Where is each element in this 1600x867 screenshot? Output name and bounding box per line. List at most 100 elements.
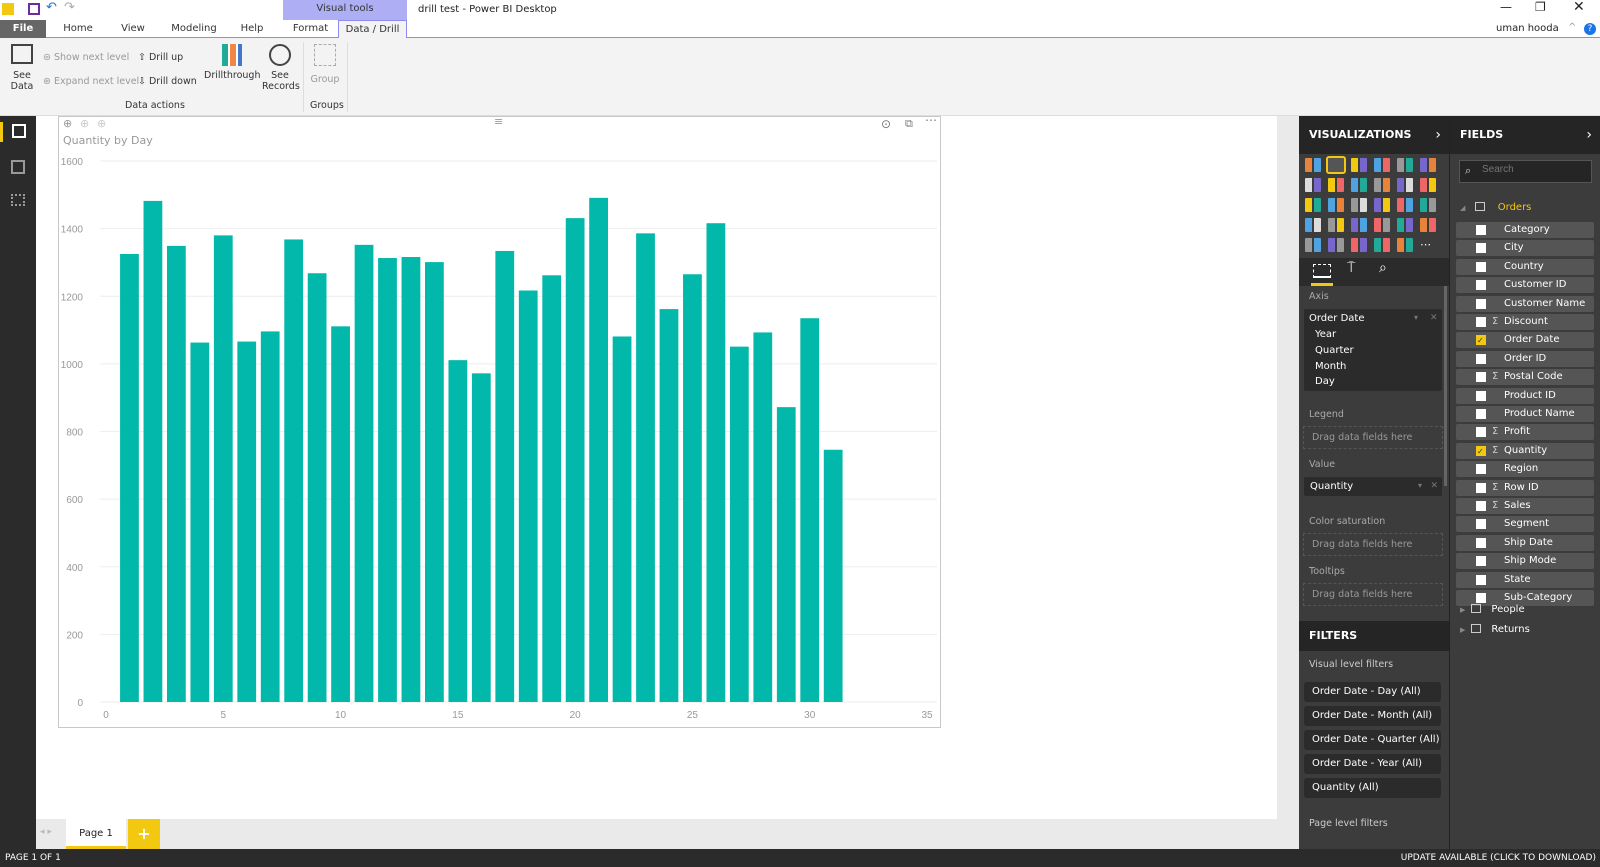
see-records-button[interactable]: See Records — [262, 44, 300, 92]
bar-day-21[interactable] — [589, 197, 608, 702]
field-checkbox[interactable] — [1476, 537, 1486, 548]
focus-mode-icon[interactable]: ⧉ — [905, 117, 913, 130]
visual-type-icon[interactable] — [1326, 156, 1346, 174]
visual-type-icon[interactable] — [1351, 238, 1367, 252]
visual-filter-card[interactable]: Order Date - Month (All) — [1304, 706, 1441, 726]
field-checkbox[interactable] — [1476, 482, 1486, 493]
bar-day-1[interactable] — [120, 253, 139, 702]
collapse-ribbon-icon[interactable]: ^ — [1568, 22, 1577, 33]
bar-day-13[interactable] — [401, 257, 421, 702]
update-available-link[interactable]: UPDATE AVAILABLE (CLICK TO DOWNLOAD) — [1400, 853, 1596, 863]
drill-down-toggle-icon[interactable]: ⊙ — [881, 117, 892, 131]
prev-page-icon[interactable]: ◂ ▸ — [40, 827, 52, 837]
field-item[interactable]: Category — [1456, 222, 1594, 238]
group-button[interactable]: Group — [310, 44, 340, 85]
bar-day-6[interactable] — [237, 341, 257, 702]
visual-type-icon[interactable] — [1305, 198, 1321, 212]
fields-tab-icon[interactable] — [1313, 264, 1331, 278]
drag-handle-icon[interactable]: ≡ — [494, 115, 504, 128]
bar-day-10[interactable] — [331, 326, 350, 702]
close-button[interactable]: ✕ — [1573, 0, 1585, 15]
field-checkbox[interactable] — [1476, 409, 1486, 419]
visual-type-icon[interactable] — [1397, 178, 1413, 192]
visual-filter-card[interactable]: Order Date - Day (All) — [1304, 682, 1441, 702]
drill-down-button[interactable]: ⇩ Drill down — [138, 76, 197, 87]
field-item[interactable]: Sub-Category — [1456, 590, 1594, 606]
visual-type-icon[interactable] — [1328, 178, 1344, 192]
field-item[interactable]: City — [1456, 240, 1594, 257]
bar-day-7[interactable] — [260, 331, 280, 702]
redo-icon[interactable]: ↷ — [64, 0, 75, 15]
field-item[interactable]: Product ID — [1456, 387, 1594, 404]
fields-search[interactable]: ⌕ — [1459, 160, 1592, 183]
visual-filter-card[interactable]: Quantity (All) — [1304, 778, 1441, 798]
tab-view[interactable]: View — [121, 23, 145, 34]
axis-level-year[interactable]: Year — [1315, 329, 1337, 340]
remove-field-icon[interactable]: ✕ — [1430, 313, 1438, 323]
drillthrough-button[interactable]: Drillthrough — [204, 44, 260, 81]
color-saturation-drop-zone[interactable]: Drag data fields here — [1303, 533, 1443, 556]
analytics-magnifier-icon[interactable]: ⌕ — [1379, 260, 1387, 276]
visual-type-icon[interactable] — [1351, 178, 1367, 192]
visual-type-icon[interactable] — [1374, 158, 1390, 172]
field-checkbox[interactable] — [1476, 280, 1486, 291]
visual-type-icon[interactable] — [1328, 198, 1344, 212]
field-checkbox[interactable] — [1476, 243, 1486, 254]
field-dropdown-icon[interactable]: ▾ — [1414, 313, 1419, 322]
report-view-icon[interactable] — [0, 122, 36, 142]
field-checkbox[interactable] — [1476, 519, 1486, 530]
visual-type-icon[interactable] — [1397, 238, 1413, 252]
page-tab-page-1[interactable]: Page 1 — [66, 819, 126, 849]
field-item[interactable]: ✓ Σ Quantity — [1456, 442, 1594, 459]
maximize-button[interactable]: ❐ — [1535, 0, 1546, 14]
field-checkbox[interactable] — [1476, 593, 1486, 603]
collapse-chevron-icon[interactable]: › — [1586, 127, 1592, 143]
relationships-view-icon[interactable] — [11, 194, 25, 206]
field-item[interactable]: Country — [1456, 258, 1594, 275]
field-checkbox[interactable] — [1476, 317, 1486, 327]
field-checkbox[interactable] — [1476, 225, 1486, 235]
add-page-button[interactable]: + — [128, 819, 160, 849]
bar-day-8[interactable] — [284, 239, 304, 702]
field-checkbox[interactable] — [1476, 372, 1486, 383]
visual-type-icon[interactable] — [1374, 178, 1390, 192]
bar-day-17[interactable] — [495, 250, 515, 702]
table-orders[interactable]: ◢ Orders — [1460, 202, 1531, 213]
bar-day-25[interactable] — [683, 274, 702, 702]
see-data-button[interactable]: See Data — [8, 44, 36, 92]
field-item[interactable]: Product Name — [1456, 406, 1594, 422]
axis-level-day[interactable]: Day — [1315, 376, 1335, 387]
bar-day-15[interactable] — [448, 360, 468, 702]
field-item[interactable]: Ship Mode — [1456, 553, 1594, 570]
visual-type-icon[interactable] — [1328, 218, 1344, 232]
visual-type-icon[interactable]: ⋯ — [1420, 238, 1431, 251]
visual-type-icon[interactable] — [1374, 218, 1390, 232]
minimize-button[interactable]: — — [1500, 0, 1512, 14]
legend-drop-zone[interactable]: Drag data fields here — [1303, 426, 1443, 449]
bar-day-27[interactable] — [729, 346, 749, 702]
save-icon[interactable] — [28, 3, 40, 15]
visual-type-icon[interactable] — [1374, 198, 1390, 212]
bar-day-12[interactable] — [378, 258, 397, 702]
axis-level-month[interactable]: Month — [1315, 361, 1347, 372]
field-item[interactable]: Ship Date — [1456, 534, 1594, 551]
drill-mode-icon[interactable]: ⊕ — [80, 117, 90, 130]
format-paint-roller-icon[interactable]: ⍑ — [1347, 260, 1356, 276]
visual-type-icon[interactable] — [1420, 198, 1436, 212]
tooltips-drop-zone[interactable]: Drag data fields here — [1303, 583, 1443, 606]
field-checkbox[interactable] — [1476, 298, 1486, 309]
bar-day-14[interactable] — [425, 262, 444, 702]
field-item[interactable]: Segment — [1456, 516, 1594, 533]
tab-help[interactable]: Help — [240, 23, 264, 34]
bar-day-9[interactable] — [307, 273, 327, 702]
visual-type-icon[interactable] — [1420, 178, 1436, 192]
field-item[interactable]: Order ID — [1456, 350, 1594, 367]
field-item[interactable]: Region — [1456, 461, 1594, 478]
visual-filter-card[interactable]: Order Date - Year (All) — [1304, 754, 1441, 774]
field-item[interactable]: Σ Profit — [1456, 424, 1594, 441]
field-item[interactable]: ✓ Order Date — [1456, 332, 1594, 349]
undo-icon[interactable]: ↶ — [46, 0, 57, 15]
bar-day-31[interactable] — [823, 449, 843, 702]
expand-next-level-button[interactable]: ⊛ Expand next level — [43, 76, 140, 87]
field-checkbox[interactable] — [1476, 390, 1486, 401]
